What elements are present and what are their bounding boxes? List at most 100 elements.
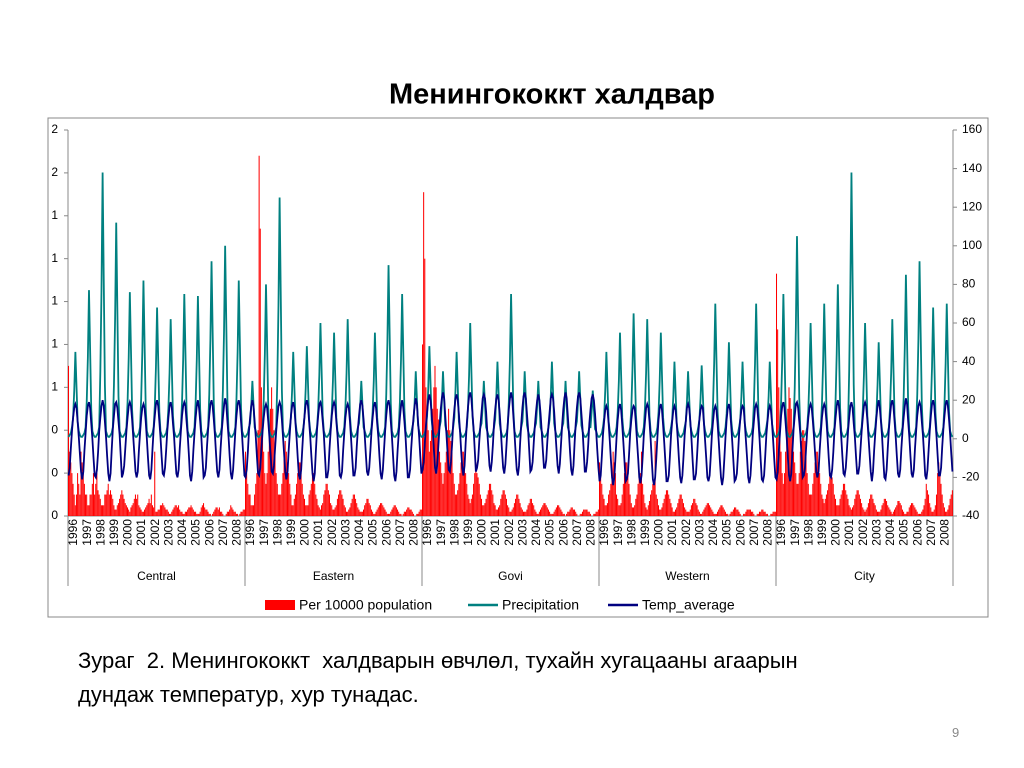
bar xyxy=(220,511,222,516)
bar xyxy=(230,505,232,516)
bar xyxy=(887,505,889,516)
bar xyxy=(70,462,72,516)
bar xyxy=(305,505,307,516)
x-tick-label: 2003 xyxy=(338,519,352,546)
x-tick-label: 1999 xyxy=(815,519,829,546)
bar xyxy=(158,509,160,516)
y2-tick-label: 120 xyxy=(962,199,982,213)
bar xyxy=(374,513,376,516)
bar xyxy=(147,503,149,516)
bar xyxy=(945,511,947,516)
bar xyxy=(322,503,324,516)
bar xyxy=(760,511,762,516)
bar xyxy=(350,503,352,516)
bar xyxy=(481,498,483,516)
bar xyxy=(297,473,299,516)
x-tick-label: 2005 xyxy=(366,519,380,546)
bar xyxy=(888,507,890,516)
y2-tick-label: 80 xyxy=(962,277,976,291)
bar xyxy=(277,494,279,516)
bar xyxy=(240,511,242,516)
bar xyxy=(316,498,318,516)
bar xyxy=(828,483,830,516)
bar xyxy=(511,509,513,516)
bar xyxy=(319,509,321,516)
bar xyxy=(698,511,700,516)
bar xyxy=(652,483,654,516)
bar xyxy=(650,494,652,516)
bar xyxy=(719,507,721,516)
bar xyxy=(381,503,383,516)
x-tick-label: 2000 xyxy=(121,519,135,546)
bar xyxy=(478,483,480,516)
bar xyxy=(529,498,531,516)
bar xyxy=(325,483,327,516)
bar xyxy=(665,490,667,516)
bar xyxy=(88,505,90,516)
bar xyxy=(580,513,582,516)
bar xyxy=(731,511,733,516)
bar xyxy=(488,483,490,516)
bar xyxy=(614,473,616,516)
bar xyxy=(896,505,898,516)
x-tick-label: 1997 xyxy=(80,519,94,546)
bar xyxy=(87,505,89,516)
bar xyxy=(820,483,822,516)
bar xyxy=(218,507,220,516)
bar xyxy=(407,507,409,516)
bar xyxy=(424,258,426,516)
x-tick-label: 2006 xyxy=(202,519,216,546)
x-tick-label: 2000 xyxy=(652,519,666,546)
bar xyxy=(827,490,829,516)
bar xyxy=(559,507,561,516)
bar xyxy=(394,505,396,516)
bar xyxy=(804,440,806,516)
bar xyxy=(560,509,562,516)
bar xyxy=(881,505,883,516)
bar xyxy=(206,509,208,516)
x-tick-label: 2008 xyxy=(761,519,775,546)
bar xyxy=(660,509,662,516)
bar xyxy=(360,511,362,516)
bar xyxy=(513,503,515,516)
group-label: City xyxy=(854,569,875,583)
bar xyxy=(791,430,793,516)
x-tick-label: 1997 xyxy=(434,519,448,546)
bar xyxy=(262,430,264,516)
bar xyxy=(411,511,413,516)
bar xyxy=(171,511,173,516)
bar xyxy=(428,451,430,516)
bar xyxy=(574,509,576,516)
bar xyxy=(496,509,498,516)
bar xyxy=(456,494,458,516)
bar xyxy=(245,451,247,516)
bar xyxy=(216,507,218,516)
bar xyxy=(909,505,911,516)
bar xyxy=(562,513,564,516)
bar xyxy=(535,511,537,516)
bar xyxy=(747,509,749,516)
bar xyxy=(127,507,129,516)
x-tick-label: 2008 xyxy=(230,519,244,546)
bar xyxy=(186,511,188,516)
bar xyxy=(618,505,620,516)
bar xyxy=(593,513,595,516)
x-tick-label: 2000 xyxy=(475,519,489,546)
bar xyxy=(324,490,326,516)
bar xyxy=(876,511,879,516)
bar xyxy=(634,505,636,516)
bar xyxy=(207,511,209,516)
bar xyxy=(638,473,640,516)
bar xyxy=(229,509,231,516)
bar xyxy=(753,513,755,516)
bar xyxy=(695,503,697,516)
bar xyxy=(69,451,71,516)
bar xyxy=(904,513,906,516)
bar xyxy=(911,503,913,516)
bar xyxy=(404,511,407,516)
bar xyxy=(552,513,554,516)
bar xyxy=(817,462,820,516)
bar xyxy=(693,498,695,516)
bar xyxy=(503,490,505,516)
